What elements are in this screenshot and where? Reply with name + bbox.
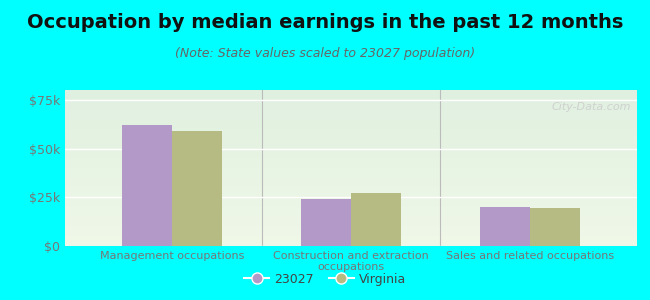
Legend: 23027, Virginia: 23027, Virginia <box>239 268 411 291</box>
Bar <box>480 207 530 246</box>
Text: City-Data.com: City-Data.com <box>552 103 631 112</box>
Bar <box>301 199 351 246</box>
Bar <box>122 125 172 246</box>
Text: Occupation by median earnings in the past 12 months: Occupation by median earnings in the pas… <box>27 14 623 32</box>
Bar <box>351 193 401 246</box>
Bar <box>530 208 580 246</box>
Bar <box>172 131 222 246</box>
Text: (Note: State values scaled to 23027 population): (Note: State values scaled to 23027 popu… <box>175 46 475 59</box>
